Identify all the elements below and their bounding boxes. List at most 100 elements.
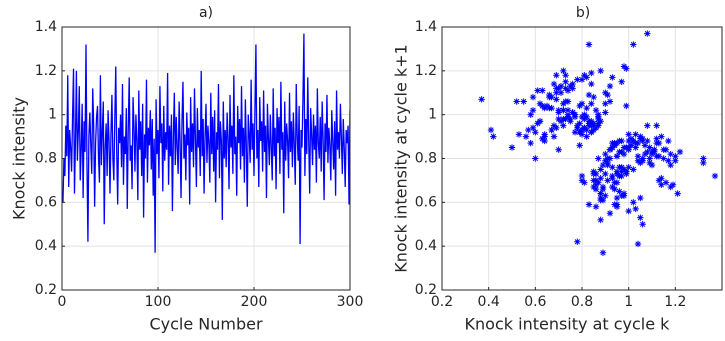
scatter-point xyxy=(564,87,572,94)
y-tick-label: 0.2 xyxy=(35,282,57,298)
scatter-point xyxy=(637,214,644,221)
scatter-point xyxy=(490,133,497,140)
scatter-point xyxy=(602,157,609,164)
x-tick-label: 0 xyxy=(58,294,67,310)
scatter-point xyxy=(597,190,604,197)
scatter-point xyxy=(660,146,667,153)
subplot: 0 100 200 300 0.2 0.4 0.6 0.8 1 1.2 1.4 a) Cycle Num… xyxy=(10,5,364,334)
scatter-point xyxy=(606,82,614,90)
scatter-point xyxy=(616,148,623,156)
scatter-point xyxy=(583,104,590,112)
y-tick-label: 1.2 xyxy=(415,63,437,79)
scatter-point xyxy=(700,159,707,167)
y-axis-label: Knock intensity xyxy=(10,97,29,220)
data-line xyxy=(62,33,350,253)
scatter-point xyxy=(562,72,569,79)
scatter-point xyxy=(623,168,630,175)
title: b) xyxy=(576,5,590,21)
scatter-point xyxy=(546,104,553,112)
scatter-point xyxy=(597,67,604,75)
scatter-point xyxy=(576,120,583,127)
scatter-point xyxy=(616,137,623,145)
x-tick-label: 300 xyxy=(337,294,364,310)
x-axis-label: Cycle Number xyxy=(149,315,263,334)
scatter-point xyxy=(700,155,707,162)
scatter-point xyxy=(590,170,597,178)
scatter-point xyxy=(630,166,637,173)
scatter-point xyxy=(613,194,621,202)
scatter-point xyxy=(674,190,681,197)
scatter-point xyxy=(541,133,548,140)
scatter-point xyxy=(651,146,658,153)
scatter-point xyxy=(653,139,660,147)
scatter-point xyxy=(644,122,651,129)
scatter-point xyxy=(606,98,614,105)
scatter-point xyxy=(588,122,595,129)
scatter-point xyxy=(616,172,623,180)
scatter-point xyxy=(515,131,523,138)
scatter-point xyxy=(583,133,590,140)
scatter-point xyxy=(620,144,628,151)
plot-area xyxy=(62,33,350,253)
scatter-point xyxy=(564,107,572,114)
scatter-point xyxy=(653,153,660,160)
scatter-point xyxy=(534,87,541,94)
scatter-point xyxy=(602,100,609,107)
scatter-point xyxy=(557,89,565,96)
x-tick-label: 200 xyxy=(241,294,268,310)
scatter-point xyxy=(609,74,616,81)
scatter-point xyxy=(590,93,597,101)
scatter-point xyxy=(529,124,537,132)
scatter-point xyxy=(646,155,653,162)
scatter-point xyxy=(618,164,625,171)
x-tick-label: 0.8 xyxy=(571,294,593,310)
scatter-point xyxy=(585,41,593,48)
scatter-point xyxy=(662,179,670,186)
scatter-point xyxy=(627,142,635,149)
scatter-point xyxy=(478,96,485,103)
scatter-point xyxy=(592,177,600,184)
scatter-point xyxy=(618,78,625,85)
scatter-point xyxy=(574,124,581,132)
scatter-point xyxy=(630,41,637,48)
scatter-point xyxy=(660,155,667,162)
y-tick-label: 1.4 xyxy=(35,19,57,35)
scatter-point xyxy=(606,155,614,162)
scatter-point xyxy=(564,111,572,118)
x-tick-label: 0.2 xyxy=(431,294,453,310)
scatter-point xyxy=(529,93,537,101)
scatter-point xyxy=(595,155,602,162)
scatter-point xyxy=(634,240,642,248)
scatter-point xyxy=(560,107,567,114)
scatter-point xyxy=(646,144,653,151)
scatter-point xyxy=(597,175,604,182)
x-tick-label: 100 xyxy=(145,294,172,310)
scatter-point xyxy=(595,122,602,129)
scatter-point xyxy=(529,107,537,114)
scatter-point xyxy=(653,135,660,142)
scatter-point xyxy=(595,113,602,121)
scatter-point xyxy=(599,196,607,204)
scatter-point xyxy=(634,153,642,160)
scatter-point xyxy=(604,161,611,169)
scatter-point xyxy=(520,98,527,105)
scatter-point xyxy=(592,107,600,114)
scatter-point xyxy=(613,179,621,186)
scatter-point xyxy=(711,172,719,180)
subplot: 0.2 0.4 0.6 0.8 1 1.2 0.2 0.4 0.6 0.8 1 1.2 1.4 b) Kno… xyxy=(392,5,723,334)
scatter-point xyxy=(576,142,583,149)
scatter-point xyxy=(637,194,644,202)
scatter-point xyxy=(550,80,558,88)
scatter-point xyxy=(667,161,674,169)
scatter-point xyxy=(623,102,630,110)
scatter-point xyxy=(548,126,555,134)
scatter-point xyxy=(522,133,530,140)
y-tick-label: 1 xyxy=(48,107,57,123)
scatter-point xyxy=(616,188,623,195)
axes-box xyxy=(441,26,723,291)
scatter-point xyxy=(672,153,679,160)
scatter-point xyxy=(602,170,609,178)
scatter-point xyxy=(609,139,616,147)
scatter-point xyxy=(574,238,581,245)
